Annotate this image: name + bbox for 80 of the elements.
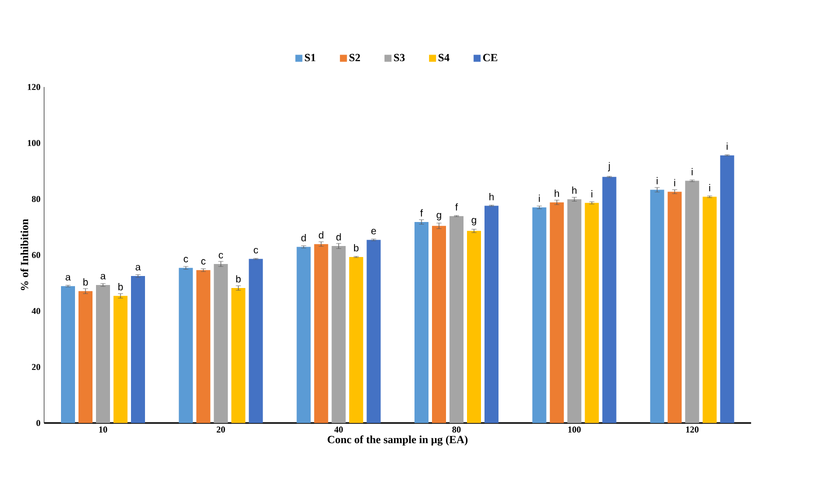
data-label: b	[236, 275, 241, 283]
data-label: c	[218, 252, 224, 258]
bar	[532, 207, 546, 423]
x-tick-label: 40	[334, 426, 343, 433]
data-label: c	[184, 256, 188, 262]
data-label: i	[591, 190, 592, 198]
bar	[720, 155, 734, 423]
bar	[196, 270, 210, 423]
bar	[550, 202, 564, 423]
bar	[702, 196, 717, 423]
data-label: h	[572, 186, 576, 194]
data-label: a	[100, 274, 106, 280]
bar	[96, 284, 110, 423]
data-label: b	[118, 283, 123, 290]
data-label: i	[656, 177, 658, 184]
bar	[450, 216, 464, 423]
legend-label: S1	[304, 54, 316, 62]
y-axis-title: % of Inhibition	[20, 218, 28, 290]
data-label: c	[201, 259, 206, 265]
x-tick-label: 100	[568, 426, 581, 433]
y-tick-label: 120	[28, 84, 40, 90]
data-label: i	[538, 194, 540, 202]
data-label: e	[371, 228, 376, 234]
bar	[584, 202, 599, 423]
legend-label: S2	[349, 54, 360, 62]
data-label: f	[455, 203, 458, 211]
data-label: h	[554, 190, 559, 197]
data-label: b	[354, 244, 359, 252]
bar	[248, 258, 263, 423]
y-tick-label: 60	[32, 252, 40, 258]
data-label: f	[420, 209, 423, 216]
data-label: g	[436, 212, 442, 220]
bar	[567, 199, 582, 423]
data-label: c	[254, 248, 258, 254]
data-label: a	[66, 275, 71, 281]
legend-label: S3	[394, 54, 405, 62]
data-label: i	[709, 184, 710, 192]
bar	[296, 246, 311, 423]
y-tick-label: 40	[32, 308, 40, 314]
legend-label: CE	[483, 54, 498, 62]
data-label: j	[608, 162, 610, 172]
bar	[332, 246, 346, 423]
bar	[432, 226, 446, 423]
data-label: i	[674, 178, 676, 186]
bar	[650, 190, 664, 423]
bar	[602, 176, 616, 423]
y-tick-label: 0	[36, 420, 40, 426]
data-label: d	[336, 233, 341, 241]
data-label: h	[489, 192, 494, 200]
bar	[668, 192, 682, 423]
bar	[78, 291, 92, 423]
bar	[685, 180, 700, 423]
data-label: i	[692, 168, 693, 176]
x-tick-label: 80	[452, 426, 461, 433]
data-label: d	[301, 234, 306, 242]
data-label: g	[472, 218, 476, 226]
legend-label: S4	[438, 54, 450, 62]
bar	[131, 276, 145, 423]
y-tick-label: 80	[32, 196, 40, 202]
bar	[114, 296, 128, 423]
data-label: d	[318, 231, 324, 239]
bar	[414, 222, 428, 423]
bar	[366, 240, 381, 423]
bar	[467, 230, 481, 423]
bar	[349, 256, 364, 423]
bar	[231, 288, 246, 423]
y-tick-label: 100	[28, 140, 40, 146]
bar	[61, 286, 75, 423]
bar	[214, 264, 228, 423]
data-label: i	[726, 142, 728, 150]
x-tick-label: 10	[99, 426, 108, 433]
bar	[314, 244, 328, 423]
data-label: b	[83, 278, 88, 286]
x-axis-title: Conc of the sample in µg (EA)	[328, 435, 468, 446]
x-tick-label: 20	[216, 426, 225, 433]
x-tick-label: 120	[686, 426, 699, 433]
data-label: a	[136, 265, 141, 270]
bar	[484, 206, 499, 423]
bar	[178, 268, 193, 423]
y-tick-label: 20	[32, 364, 40, 370]
